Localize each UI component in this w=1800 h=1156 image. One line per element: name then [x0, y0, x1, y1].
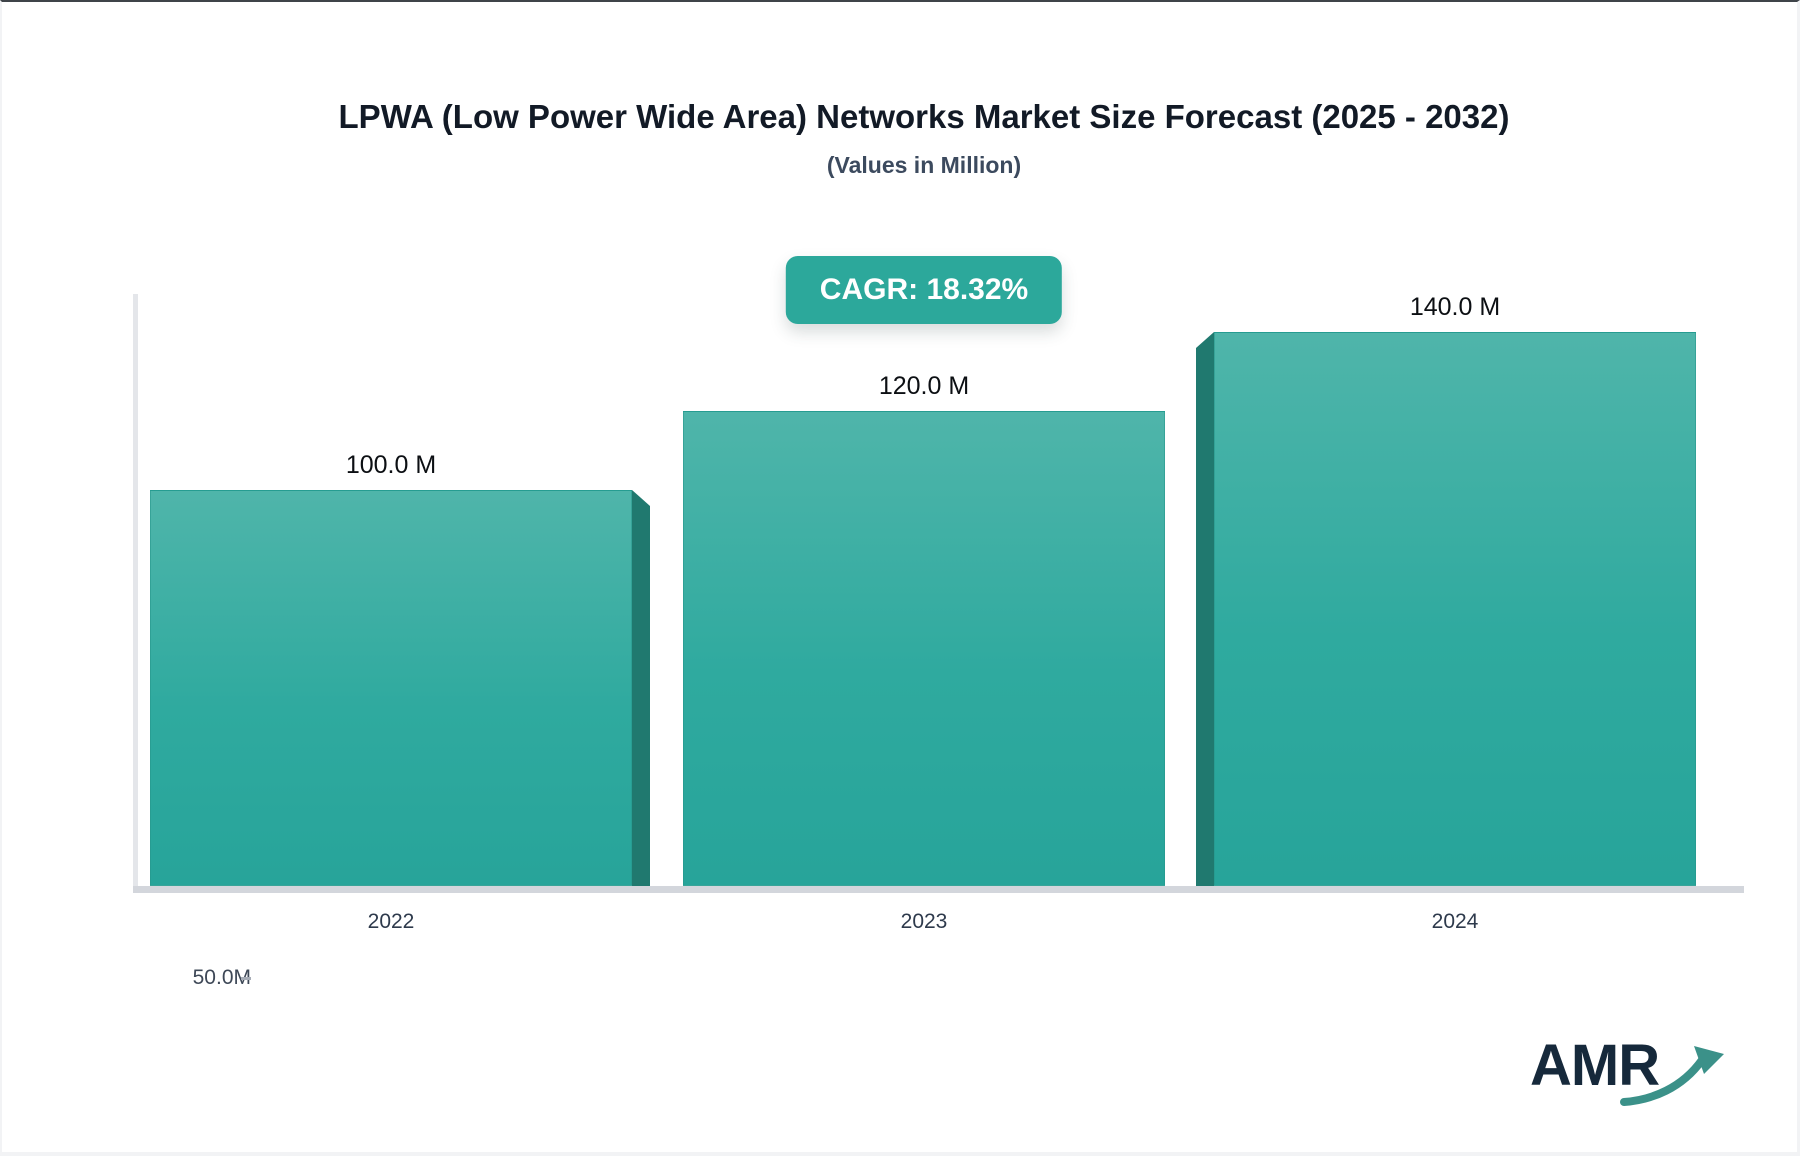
chart-title: LPWA (Low Power Wide Area) Networks Mark… — [338, 98, 1510, 135]
x-axis-baseline — [133, 886, 1744, 893]
x-axis-label-2024: 2024 — [1431, 910, 1479, 933]
bar-2022: 100.0 M — [150, 451, 650, 886]
x-axis-label-2022: 2022 — [367, 910, 415, 933]
amr-logo-text: AMR — [1530, 1033, 1660, 1098]
amr-logo-arrow-icon — [1620, 1046, 1724, 1106]
plot-area: 150.0M 100.0M 50.0M 0 100.0 M 120.0 M 14… — [133, 292, 1744, 989]
bar-value-label-2023: 120.0 M — [878, 372, 970, 400]
bar-2024: 140.0 M — [1196, 293, 1696, 886]
bar-face-2023 — [683, 411, 1165, 886]
bar-3d-side-2024 — [1196, 332, 1214, 886]
bar-face-2024 — [1214, 332, 1696, 886]
bar-value-label-2024: 140.0 M — [1409, 293, 1501, 321]
chart-subtitle: (Values in Million) — [826, 152, 1022, 178]
bar-value-label-2022: 100.0 M — [345, 451, 437, 479]
bar-3d-side-2022 — [632, 490, 650, 886]
x-axis-label-2023: 2023 — [900, 910, 948, 933]
amr-logo: AMR — [1530, 1032, 1730, 1112]
y-axis-tick-label-50: 50.0M — [192, 966, 251, 989]
y-axis-tick-mark-50 — [241, 977, 251, 980]
bar-face-2022 — [150, 490, 632, 886]
bar-2023: 120.0 M — [683, 372, 1165, 886]
cagr-badge: CAGR: 18.32% — [785, 256, 1063, 324]
y-axis-line — [133, 294, 138, 892]
